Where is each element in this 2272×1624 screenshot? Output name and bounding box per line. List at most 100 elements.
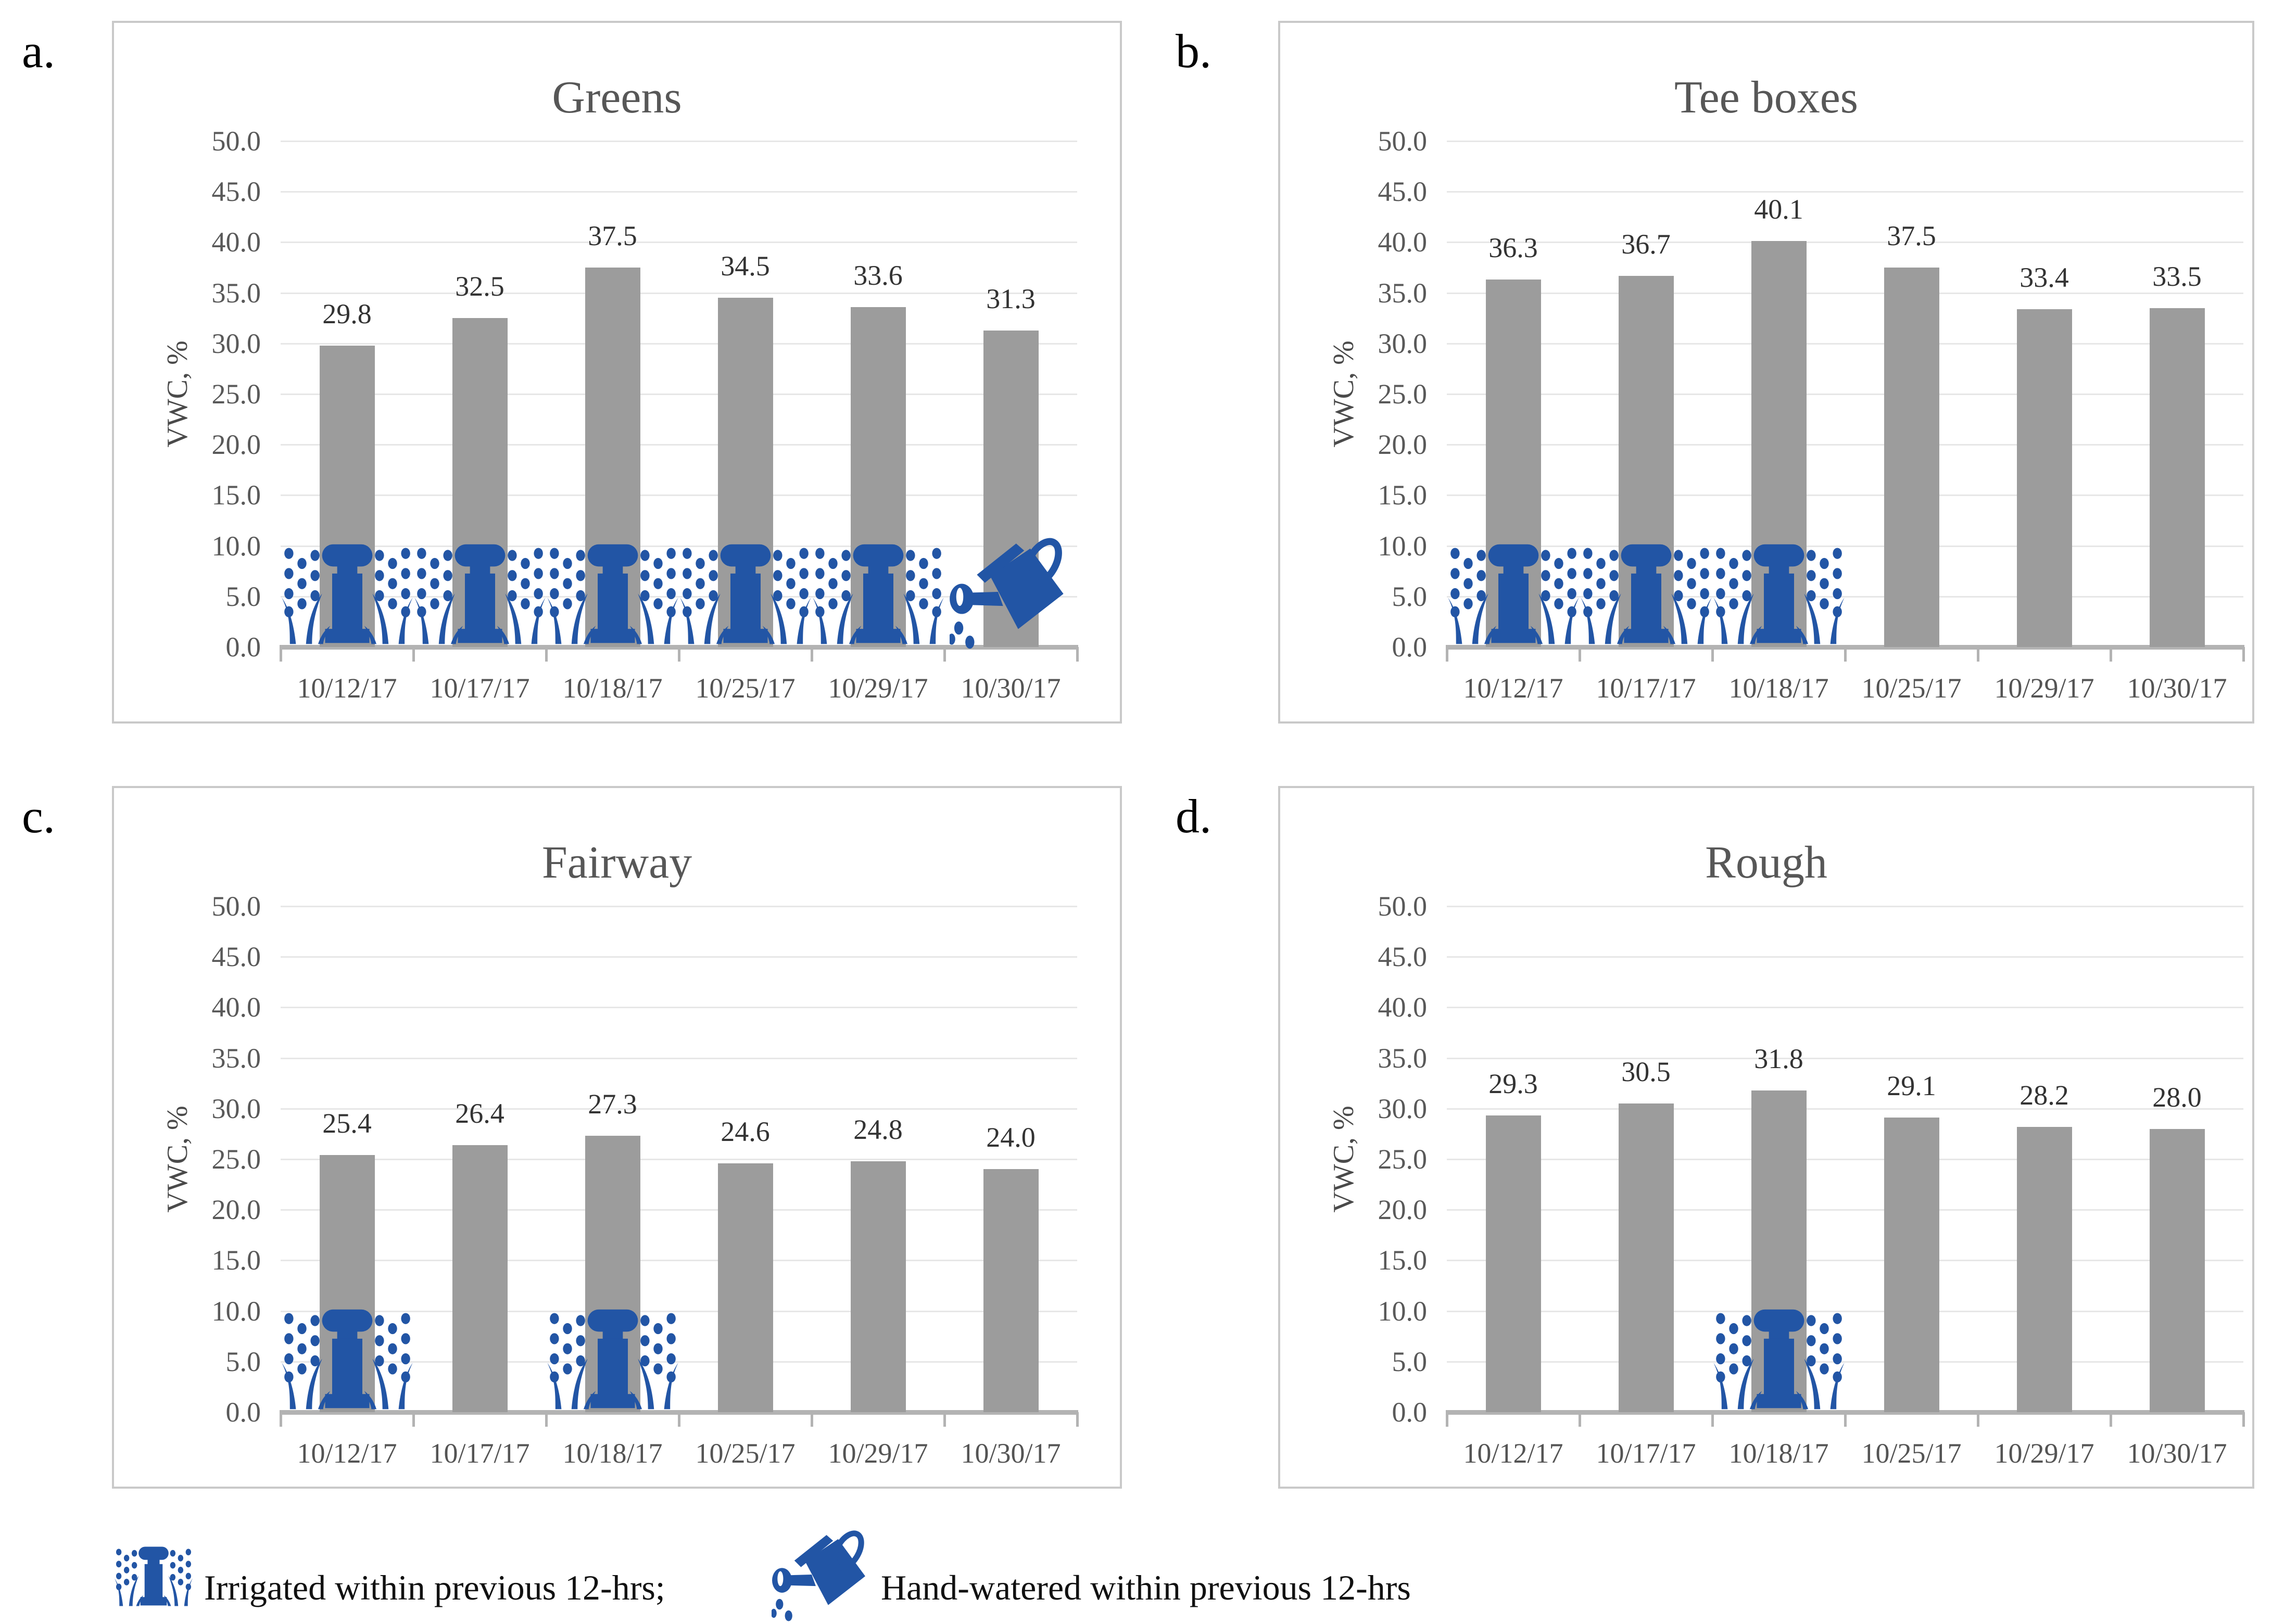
y-tick-label: 10.0 (1378, 530, 1428, 562)
bar-value-label: 31.3 (986, 283, 1036, 314)
plot-area: 0.0 5.0 10.0 15.0 20.0 25.0 30.0 35.0 40.0 45.0 50… (114, 23, 1120, 721)
axis-tick (1844, 647, 1847, 662)
x-tick-label: 10/18/17 (1728, 673, 1829, 704)
bar-value-label: 29.1 (1887, 1070, 1936, 1102)
panel-label-d: d. (1176, 790, 1211, 843)
gridline (281, 1361, 1077, 1363)
bar-value-label: 33.4 (2019, 261, 2069, 293)
bar-value-label: 37.5 (588, 220, 637, 251)
chart-panel-tee-boxes: Tee boxes VWC, % 0.0 5.0 10.0 15.0 20.0 25.0 3… (1278, 21, 2254, 724)
chart-panel-fairway: Fairway VWC, % 0.0 5.0 10.0 15.0 20.0 25.0 30.… (112, 786, 1122, 1489)
panel-label-c: c. (22, 790, 55, 843)
x-tick-label: 10/17/17 (1596, 673, 1696, 704)
axis-tick (280, 647, 282, 662)
gridline (1447, 1310, 2243, 1312)
chart-panel-greens: Greens VWC, % 0.0 5.0 10.0 15.0 20.0 25.0 30.0… (112, 21, 1122, 724)
x-tick-label: 10/29/17 (1994, 673, 2094, 704)
gridline (1447, 1007, 2243, 1009)
gridline (1447, 956, 2243, 958)
y-tick-label: 25.0 (1378, 1144, 1428, 1175)
x-tick-label: 10/17/17 (430, 673, 530, 704)
y-tick-label: 10.0 (211, 530, 261, 562)
y-tick-label: 0.0 (225, 631, 261, 663)
y-tick-label: 0.0 (225, 1397, 261, 1428)
watering-can-icon (772, 1525, 876, 1624)
axis-tick (545, 647, 548, 662)
y-tick-label: 25.0 (211, 1144, 261, 1175)
y-tick-label: 45.0 (211, 176, 261, 208)
gridline (1447, 292, 2243, 294)
x-tick-label: 10/17/17 (430, 1438, 530, 1469)
sprinkler-icon (547, 1309, 678, 1410)
gridline (1447, 1209, 2243, 1211)
x-tick-label: 10/25/17 (1861, 1438, 1962, 1469)
x-tick-label: 10/17/17 (1596, 1438, 1696, 1469)
x-tick-label: 10/12/17 (297, 673, 397, 704)
bar-value-label: 29.8 (322, 298, 372, 329)
axis-tick (1977, 647, 1979, 662)
sprinkler-icon (1713, 1309, 1845, 1410)
gridline (281, 242, 1077, 244)
y-tick-label: 35.0 (211, 277, 261, 309)
y-tick-label: 15.0 (211, 1245, 261, 1276)
y-tick-label: 10.0 (211, 1295, 261, 1327)
y-tick-label: 35.0 (211, 1042, 261, 1074)
y-tick-label: 40.0 (1378, 226, 1428, 258)
gridline (281, 956, 1077, 958)
bar-value-label: 26.4 (455, 1097, 504, 1129)
y-tick-label: 30.0 (1378, 327, 1428, 359)
bar (2016, 1126, 2072, 1412)
bar (850, 1161, 906, 1412)
gridline (1447, 1057, 2243, 1059)
x-tick-label: 10/30/17 (2127, 673, 2227, 704)
axis-tick (1579, 1412, 1581, 1427)
sprinkler-icon (281, 1309, 413, 1410)
chart-title: Fairway (541, 838, 692, 888)
y-tick-label: 5.0 (225, 580, 261, 612)
bar (2016, 309, 2072, 647)
bar-value-label: 29.3 (1488, 1068, 1538, 1100)
gridline (1447, 444, 2243, 446)
y-tick-label: 15.0 (1378, 479, 1428, 511)
axis-tick (943, 1412, 946, 1427)
gridline (1447, 545, 2243, 547)
gridline (1447, 1361, 2243, 1363)
bar-value-label: 24.6 (721, 1115, 770, 1147)
y-tick-label: 25.0 (211, 378, 261, 410)
x-tick-label: 10/30/17 (961, 1438, 1061, 1469)
x-tick-label: 10/25/17 (1861, 673, 1962, 704)
sprinkler-icon (679, 544, 811, 644)
bar (2149, 1128, 2205, 1412)
y-tick-label: 50.0 (211, 125, 261, 157)
bar-value-label: 27.3 (588, 1088, 637, 1120)
axis-tick (1579, 647, 1581, 662)
y-tick-label: 40.0 (211, 226, 261, 258)
x-tick-label: 10/30/17 (961, 673, 1061, 704)
y-tick-label: 25.0 (1378, 378, 1428, 410)
axis-tick (412, 1412, 415, 1427)
bar (717, 1163, 773, 1412)
sprinkler-icon (812, 544, 944, 644)
y-tick-label: 20.0 (211, 1194, 261, 1226)
axis-tick (2110, 1412, 2112, 1427)
axis-tick (678, 1412, 680, 1427)
y-tick-label: 5.0 (225, 1346, 261, 1377)
x-tick-label: 10/25/17 (695, 673, 796, 704)
x-tick-label: 10/29/17 (828, 673, 928, 704)
axis-tick (1977, 1412, 1979, 1427)
bar (1884, 1118, 1939, 1412)
x-tick-label: 10/29/17 (1994, 1438, 2094, 1469)
gridline (1447, 141, 2243, 142)
gridline (281, 1057, 1077, 1059)
gridline (281, 141, 1077, 142)
y-tick-label: 30.0 (1378, 1093, 1428, 1124)
gridline (281, 1260, 1077, 1262)
gridline (281, 1007, 1077, 1009)
bar-value-label: 36.7 (1621, 228, 1671, 260)
y-tick-label: 40.0 (1378, 992, 1428, 1023)
y-tick-label: 50.0 (1378, 891, 1428, 922)
gridline (1447, 1159, 2243, 1160)
axis-tick (412, 647, 415, 662)
gridline (281, 1108, 1077, 1110)
bar (452, 1145, 508, 1412)
